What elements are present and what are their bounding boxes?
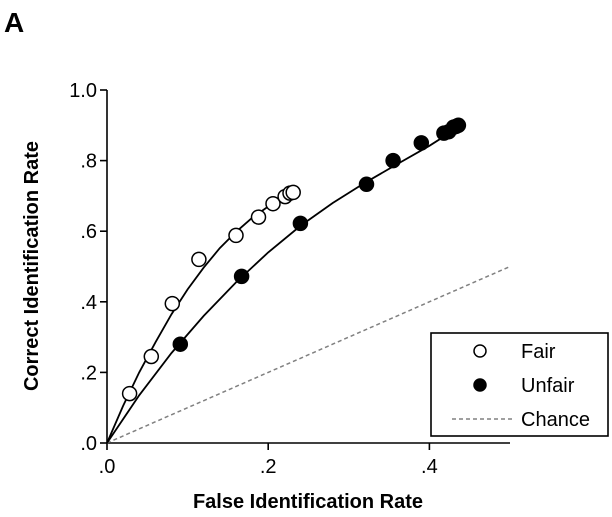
series-layer <box>106 117 511 444</box>
x-tick-label: .2 <box>260 456 277 478</box>
unfair-data-point <box>385 152 401 169</box>
unfair-data-point <box>450 117 467 134</box>
chance-line <box>106 265 511 444</box>
legend-label-unfair: Unfair <box>521 375 575 397</box>
fair-data-point <box>265 195 281 212</box>
fair-fit-curve <box>106 190 293 444</box>
unfair-data-point <box>233 268 250 285</box>
y-tick-label: 1.0 <box>69 80 97 102</box>
x-tick-label: .0 <box>99 456 116 478</box>
x-axis-label: False Identification Rate <box>193 491 423 513</box>
legend-marker-unfair <box>473 378 487 392</box>
fair-data-point <box>143 348 160 365</box>
y-ticks: .0 .2 .4 .6 .8 1.0 <box>69 80 107 455</box>
legend-label-fair: Fair <box>521 341 556 363</box>
fair-data-point <box>285 184 301 201</box>
panel-label: A <box>4 7 24 38</box>
unfair-data-point <box>172 336 189 352</box>
y-tick-label: .8 <box>80 151 97 173</box>
fair-data-point <box>191 251 207 268</box>
y-tick-label: .0 <box>80 433 97 455</box>
unfair-fit-curve <box>106 124 463 444</box>
fair-data-point <box>164 295 181 312</box>
legend-marker-fair <box>473 344 487 358</box>
legend: Fair Unfair Chance <box>430 332 609 437</box>
x-tick-label: .4 <box>421 456 438 478</box>
legend-label-chance: Chance <box>521 409 590 431</box>
unfair-data-point <box>358 176 375 193</box>
y-tick-label: .2 <box>80 362 97 384</box>
unfair-data-point <box>413 135 430 151</box>
y-tick-label: .6 <box>80 221 97 243</box>
fair-data-point <box>121 385 138 402</box>
y-tick-label: .4 <box>80 292 97 314</box>
fair-data-point <box>228 227 244 244</box>
fair-data-point <box>250 209 267 225</box>
x-ticks: .0 .2 .4 <box>99 443 438 478</box>
unfair-data-point <box>292 215 309 232</box>
y-axis-label: Correct Identification Rate <box>21 141 43 391</box>
plot-area: .0 .2 .4 .0 .2 .4 .6 .8 1.0 <box>69 80 511 478</box>
